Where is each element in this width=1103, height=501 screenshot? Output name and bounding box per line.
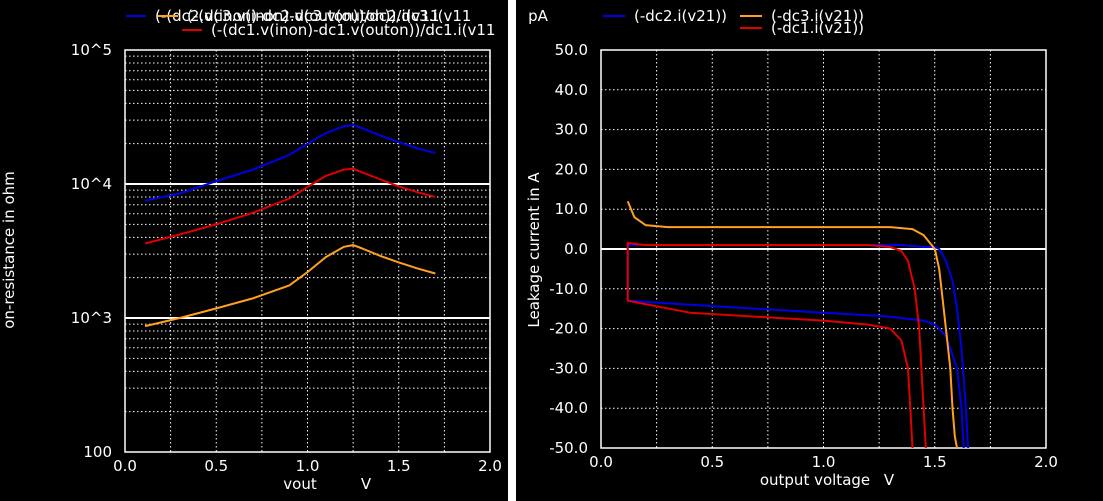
right-series <box>626 200 970 449</box>
left-y-tick-label: 100 <box>83 443 112 461</box>
left-legend-label: (-(dc1.v(inon)-dc1.v(outon))/dc1.i(v11 <box>211 21 495 39</box>
left-legend: (-(dc2.v(inon)-dc2.v(outon))/dc2.i(v11(-… <box>126 7 495 39</box>
right-legend-label: (-dc3.i(v21)) <box>771 7 864 25</box>
left-series-line <box>144 244 436 328</box>
right-y-tick-label: 0.0 <box>564 240 588 258</box>
right-x-axis-unit: V <box>884 471 895 489</box>
left-x-tick-label: 0.0 <box>113 457 137 475</box>
right-x-tick-label: 0.0 <box>589 453 613 471</box>
left-x-axis-unit: V <box>361 475 372 493</box>
left-x-tick-label: 0.5 <box>204 457 228 475</box>
right-legend: (-dc2.i(v21)) (-dc3.i(v21))(-dc1.i(v21)) <box>603 7 864 37</box>
left-x-tick-label: 1.5 <box>387 457 411 475</box>
right-y-ticks: -50.0 -40.0 -30.0 -20.0 -10.0 0.0 10.0 20.0 30.0… <box>549 41 588 457</box>
left-legend-label: (-(dc2.v(inon)-dc2.v(outon))/dc2.i(v11 <box>155 7 439 25</box>
right-legend-label: (-dc1.i(v21)) <box>771 19 864 37</box>
left-legend-label: (-(dc3.v(inon)-dc3.v(outon))/dc3.i(v11 <box>187 7 471 25</box>
right-y-tick-label: -50.0 <box>549 439 588 457</box>
left-x-tick-label: 2.0 <box>478 457 502 475</box>
left-x-axis-label: vout <box>283 475 317 493</box>
left-grid <box>125 50 490 452</box>
right-x-tick-label: 1.5 <box>923 453 947 471</box>
left-series-line <box>144 124 436 202</box>
left-y-tick-label: 10^4 <box>71 175 112 193</box>
left-series <box>144 124 436 328</box>
right-x-tick-label: 1.0 <box>812 453 836 471</box>
left-y-tick-label: 10^3 <box>71 309 112 327</box>
right-y-tick-label: 10.0 <box>555 200 588 218</box>
left-chart: 0.0 0.5 1.0 1.5 2.0 100 10^3 10^4 10^5 (-(dc2.v… <box>0 7 502 493</box>
right-y-tick-label: -10.0 <box>549 280 588 298</box>
left-x-ticks: 0.0 0.5 1.0 1.5 2.0 <box>113 457 502 475</box>
right-series-line <box>626 242 927 449</box>
left-x-tick-label: 1.0 <box>296 457 320 475</box>
right-y-tick-label: -20.0 <box>549 320 588 338</box>
right-y-tick-label: -40.0 <box>549 399 588 417</box>
right-x-tick-label: 0.5 <box>700 453 724 471</box>
right-legend-label: (-dc2.i(v21)) <box>634 7 727 25</box>
right-y-tick-label: 40.0 <box>555 81 588 99</box>
left-y-axis-label: on-resistance in ohm <box>0 171 18 329</box>
right-y-tick-label: 20.0 <box>555 160 588 178</box>
right-x-axis-label: output voltage <box>760 471 870 489</box>
right-y-tick-label: -30.0 <box>549 359 588 377</box>
right-chart: 0.0 0.5 1.0 1.5 2.0 -50.0 -40.0 -30.0 -20.0 -10.… <box>525 7 1058 489</box>
left-y-ticks: 100 10^3 10^4 10^5 <box>71 41 112 461</box>
right-y-axis-unit: pA <box>528 7 549 25</box>
right-x-tick-label: 2.0 <box>1034 453 1058 471</box>
right-y-tick-label: 50.0 <box>555 41 588 59</box>
right-grid <box>601 50 1046 448</box>
right-series-line <box>626 200 958 449</box>
left-series-line <box>144 167 436 245</box>
right-y-axis-label: Leakage current in A <box>525 172 543 328</box>
panel-divider <box>508 0 516 501</box>
left-y-tick-label: 10^5 <box>71 41 112 59</box>
right-x-ticks: 0.0 0.5 1.0 1.5 2.0 <box>589 453 1058 471</box>
right-y-tick-label: 30.0 <box>555 121 588 139</box>
